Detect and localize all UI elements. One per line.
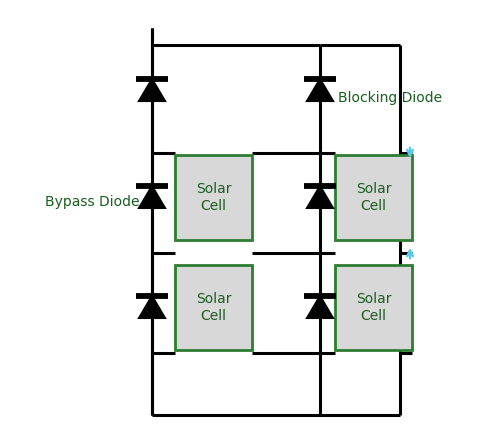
Text: Solar
Cell: Solar Cell	[356, 183, 391, 213]
Polygon shape	[139, 79, 165, 101]
Text: Solar
Cell: Solar Cell	[196, 183, 231, 213]
Bar	[335, 155, 412, 240]
Text: Bypass Diode: Bypass Diode	[46, 195, 140, 209]
Bar	[335, 265, 412, 350]
Text: Blocking Diode: Blocking Diode	[338, 91, 442, 105]
Text: Solar
Cell: Solar Cell	[356, 292, 391, 323]
Bar	[175, 155, 252, 240]
Bar	[175, 265, 252, 350]
Polygon shape	[307, 296, 333, 318]
Text: Solar
Cell: Solar Cell	[196, 292, 231, 323]
Polygon shape	[307, 79, 333, 101]
Polygon shape	[307, 186, 333, 208]
Polygon shape	[139, 296, 165, 318]
Polygon shape	[139, 186, 165, 208]
